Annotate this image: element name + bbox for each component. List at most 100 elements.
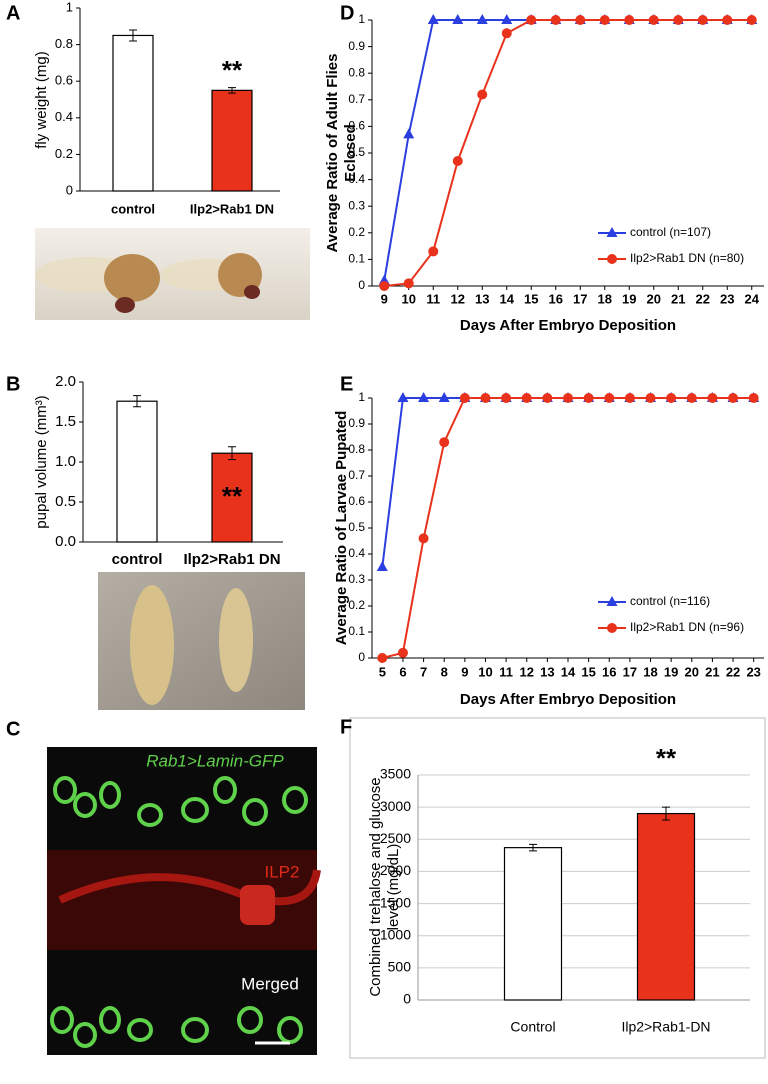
x-tick-label: 9 xyxy=(381,291,388,306)
marker xyxy=(452,14,464,24)
panel-letter: A xyxy=(6,2,20,24)
marker xyxy=(604,393,615,403)
y-tick-label: 0.3 xyxy=(348,198,365,212)
image-label: Rab1>Lamin-GFP xyxy=(146,751,284,770)
panel-letter: F xyxy=(340,716,352,738)
x-tick-label: Ilp2>Rab1-DN xyxy=(621,1019,710,1035)
x-tick-label: 9 xyxy=(461,664,468,679)
marker xyxy=(748,393,759,403)
marker xyxy=(624,393,635,403)
x-tick-label: 17 xyxy=(573,291,587,306)
y-tick-label: 0.0 xyxy=(55,533,76,550)
marker xyxy=(428,246,439,257)
y-tick-label: 0.5 xyxy=(348,520,365,534)
marker xyxy=(645,393,656,403)
legend-label: Ilp2>Rab1 DN (n=96) xyxy=(630,620,744,634)
series-line xyxy=(384,19,752,287)
panel-letter: D xyxy=(340,2,354,24)
x-tick-label: 15 xyxy=(524,291,538,306)
error-bar xyxy=(228,87,236,94)
marker xyxy=(501,28,512,39)
x-tick-label: 14 xyxy=(561,664,576,679)
y-tick-label: 0.4 xyxy=(55,109,73,124)
error-bar xyxy=(662,806,670,821)
error-bar xyxy=(133,395,141,408)
x-tick-label: 6 xyxy=(399,664,406,679)
image-label: Merged xyxy=(241,974,299,993)
marker xyxy=(697,15,708,25)
y-tick-label: 0.6 xyxy=(348,119,365,133)
legend-label: control (n=116) xyxy=(630,594,710,608)
y-tick-label: 0.2 xyxy=(55,146,73,161)
y-tick-label: 0.7 xyxy=(348,92,365,106)
y-tick-label: 2500 xyxy=(380,830,411,846)
y-tick-label: 2.0 xyxy=(55,373,76,390)
marker xyxy=(397,392,409,402)
bar xyxy=(116,400,158,543)
marker xyxy=(480,393,491,403)
marker xyxy=(439,437,450,448)
legend-label: Ilp2>Rab1 DN (n=80) xyxy=(630,251,744,265)
marker xyxy=(583,393,594,403)
y-tick-label: 0.6 xyxy=(55,73,73,88)
x-tick-label: 15 xyxy=(581,664,595,679)
x-tick-label: 23 xyxy=(746,664,760,679)
marker xyxy=(563,393,573,403)
y-tick-label: 0.8 xyxy=(348,65,365,79)
error-bar xyxy=(129,29,137,42)
x-tick-label: 12 xyxy=(451,291,465,306)
legend-label: control (n=107) xyxy=(630,225,711,239)
panel-letter: E xyxy=(340,373,353,395)
y-tick-label: 1 xyxy=(358,390,365,404)
y-tick-label: 0.4 xyxy=(348,172,365,186)
marker xyxy=(606,596,618,606)
x-tick-label: 24 xyxy=(745,291,760,306)
marker xyxy=(599,15,610,25)
image-label: ILP2 xyxy=(265,862,300,881)
y-tick-label: 1.5 xyxy=(55,413,76,430)
y-tick-label: 0 xyxy=(403,991,411,1007)
marker xyxy=(376,561,388,571)
marker xyxy=(722,15,733,25)
marker xyxy=(377,653,388,663)
marker xyxy=(606,227,618,237)
marker xyxy=(728,393,739,403)
marker xyxy=(666,393,677,403)
y-tick-label: 0 xyxy=(358,278,365,292)
marker xyxy=(379,281,390,291)
x-tick-label: Control xyxy=(510,1019,555,1035)
x-tick-label: 22 xyxy=(696,291,710,306)
annotation: ** xyxy=(656,743,677,773)
x-tick-label: 12 xyxy=(520,664,534,679)
x-tick-label: 23 xyxy=(720,291,734,306)
marker xyxy=(707,393,718,403)
marker xyxy=(403,278,414,289)
photo-flies xyxy=(35,228,310,320)
x-tick-label: 17 xyxy=(623,664,637,679)
x-tick-label: 16 xyxy=(602,664,616,679)
y-tick-label: 0.7 xyxy=(348,468,365,482)
marker xyxy=(403,128,415,139)
y-tick-label: 3000 xyxy=(380,798,411,814)
x-tick-label: control xyxy=(112,551,163,568)
y-tick-label: 0.2 xyxy=(348,598,365,612)
x-tick-label: 7 xyxy=(420,664,427,679)
y-axis-label: Average Ratio of Larvae Pupated xyxy=(333,410,350,646)
marker xyxy=(397,647,408,658)
y-tick-label: 3500 xyxy=(380,766,411,782)
x-tick-label: 13 xyxy=(540,664,554,679)
x-axis-label: Days After Embryo Deposition xyxy=(460,317,676,334)
annotation: ** xyxy=(222,55,243,85)
x-tick-label: 8 xyxy=(441,664,448,679)
bar xyxy=(211,452,253,543)
panel-letter: B xyxy=(6,373,20,395)
x-tick-label: 18 xyxy=(598,291,612,306)
y-tick-label: 0.8 xyxy=(348,442,365,456)
marker xyxy=(575,15,586,25)
error-bar xyxy=(228,446,236,461)
x-tick-label: 19 xyxy=(664,664,678,679)
micrograph: Rab1>Lamin-GFP ILP2 Merged xyxy=(47,747,321,1055)
y-tick-label: 0 xyxy=(358,650,365,664)
x-tick-label: 19 xyxy=(622,291,636,306)
